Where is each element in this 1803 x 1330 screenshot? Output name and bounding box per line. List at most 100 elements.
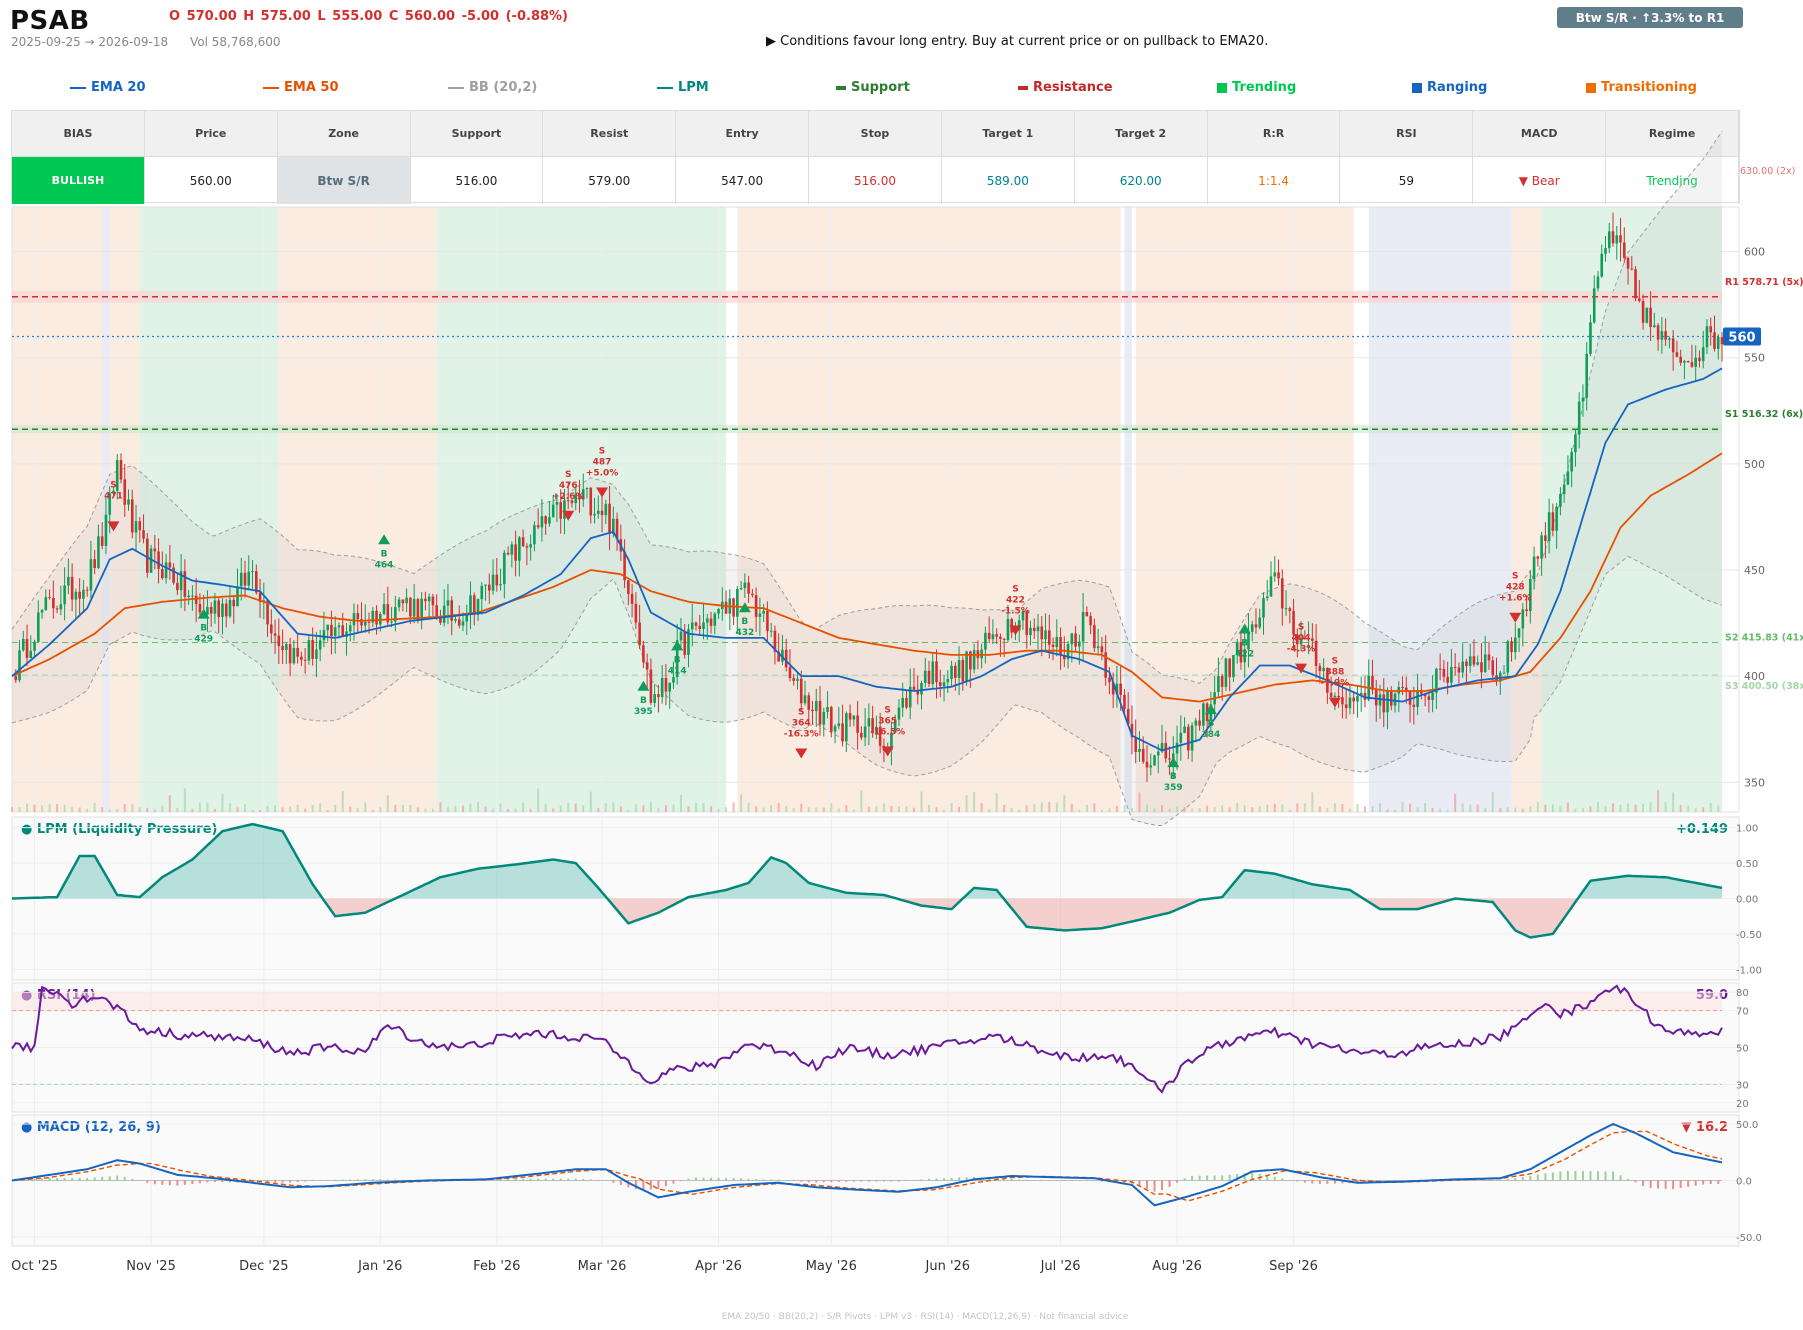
- volume-bar: [860, 790, 863, 812]
- candle-up: [1555, 506, 1558, 531]
- signal-pct: -1.5%: [1001, 606, 1030, 616]
- candle-down: [623, 551, 626, 581]
- volume-bar: [597, 808, 600, 812]
- legend-ema20-label: EMA 20: [91, 80, 146, 95]
- candle-up: [1660, 331, 1664, 340]
- candle-up: [1096, 646, 1100, 649]
- legend-support[interactable]: Support: [836, 80, 910, 95]
- candle-up: [206, 606, 209, 615]
- volume-bar: [228, 803, 231, 812]
- candle-down: [1686, 360, 1690, 363]
- sub-info: 2025-09-25 → 2026-09-18 Vol 58,768,600: [11, 35, 298, 49]
- candle-down: [1002, 638, 1006, 640]
- signal-side: B: [674, 655, 681, 665]
- legend-bb[interactable]: BB (20,2): [448, 80, 537, 95]
- candle-up: [82, 589, 85, 599]
- candle-up: [1431, 692, 1434, 700]
- macd-histogram-bar: [1183, 1178, 1186, 1181]
- candle-up: [1435, 668, 1438, 693]
- macd-histogram-bar: [664, 1180, 667, 1187]
- legend-resistance[interactable]: Resistance: [1018, 80, 1113, 95]
- candle-up: [604, 503, 608, 516]
- candle-down: [589, 487, 593, 516]
- candle-up: [1149, 765, 1153, 768]
- candle-up: [1284, 608, 1288, 610]
- candle-up: [1224, 658, 1228, 687]
- lpm-tick-label: -0.50: [1736, 930, 1762, 941]
- candle-down: [1709, 326, 1713, 333]
- bollinger-lower-line: [11, 555, 1723, 827]
- legend-ranging[interactable]: Ranging: [1412, 80, 1487, 95]
- legend-lpm[interactable]: LPM: [657, 80, 709, 95]
- macd-histogram-bar: [1574, 1170, 1577, 1181]
- volume-bar: [1469, 804, 1472, 812]
- macd-histogram-bar: [1596, 1171, 1599, 1181]
- macd-histogram-bar: [702, 1177, 705, 1181]
- summary-header-stop: Stop: [809, 111, 942, 157]
- candle-up: [371, 610, 375, 623]
- candle-down: [1318, 665, 1322, 672]
- candle-up: [660, 678, 664, 698]
- macd-histogram-bar: [41, 1178, 44, 1181]
- volume-bar: [920, 791, 923, 812]
- macd-histogram-bar: [830, 1180, 833, 1183]
- volume-bar: [1379, 803, 1381, 812]
- volume-bar: [1642, 803, 1645, 812]
- volume-bar: [477, 802, 480, 812]
- legend-ema20[interactable]: EMA 20: [70, 80, 146, 95]
- candle-down: [431, 596, 435, 606]
- candle-down: [78, 591, 81, 599]
- rsi-tick-label: 20: [1736, 1099, 1749, 1110]
- volume-bar: [1221, 805, 1224, 812]
- signal-side: S: [1012, 584, 1018, 594]
- volume-bar: [108, 809, 111, 812]
- candle-up: [1044, 630, 1047, 640]
- candle-up: [345, 631, 348, 637]
- legend-trending[interactable]: Trending: [1217, 80, 1296, 95]
- candle-up: [322, 630, 326, 641]
- volume-bar: [664, 805, 667, 812]
- macd-histogram-bar: [1303, 1180, 1306, 1183]
- candle-up: [736, 588, 739, 617]
- macd-histogram-bar: [1604, 1171, 1607, 1181]
- macd-histogram-bar: [958, 1177, 961, 1181]
- candle-up: [1250, 624, 1254, 632]
- legend-ema50[interactable]: EMA 50: [263, 80, 339, 95]
- candle-up: [1081, 611, 1085, 642]
- candle-down: [856, 715, 859, 733]
- macd-histogram-bar: [1206, 1175, 1209, 1181]
- volume-bar: [469, 803, 472, 812]
- signal-side: B: [1207, 719, 1214, 729]
- candle-down: [848, 713, 852, 720]
- lpm-tick-label: 0.00: [1736, 895, 1758, 906]
- candle-up: [1585, 353, 1589, 398]
- ema20-line: [11, 367, 1723, 752]
- macd-histogram-bar: [710, 1177, 713, 1181]
- legend-transitioning[interactable]: Transitioning: [1586, 80, 1697, 95]
- legend-transitioning-swatch: [1586, 82, 1596, 93]
- candle-up: [315, 649, 318, 659]
- candle-down: [766, 610, 769, 632]
- summary-value-zone: Btw S/R: [277, 157, 411, 204]
- candle-up: [318, 640, 322, 650]
- macd-histogram-bar: [131, 1178, 134, 1181]
- candle-down: [311, 640, 314, 659]
- candle-up: [890, 732, 893, 750]
- volume-bar: [1491, 791, 1494, 812]
- summary-header-price: Price: [144, 111, 278, 157]
- volume-bar: [1168, 808, 1171, 812]
- volume-bar: [807, 806, 810, 812]
- volume-bar: [439, 802, 442, 812]
- candle-up: [1450, 666, 1453, 683]
- legend-lpm-swatch: [657, 86, 673, 89]
- candle-down: [1239, 642, 1243, 663]
- candle-down: [296, 648, 299, 657]
- candle-down: [683, 631, 687, 655]
- candle-up: [363, 621, 367, 626]
- macd-histogram-bar: [928, 1178, 931, 1181]
- candle-down: [1551, 512, 1555, 531]
- candle-up: [1194, 720, 1198, 726]
